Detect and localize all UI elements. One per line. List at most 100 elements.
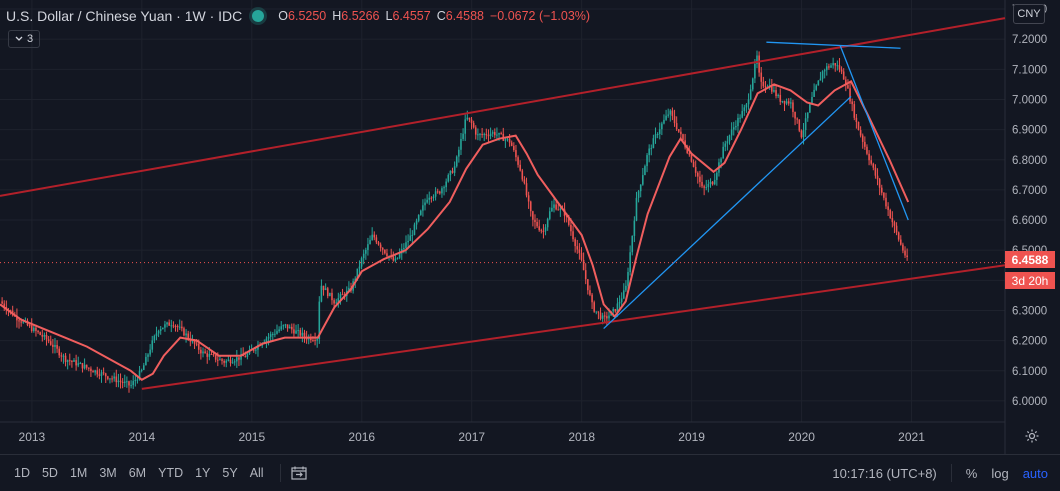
log-scale-button[interactable]: log [991,465,1009,481]
calendar-range-icon[interactable] [290,466,307,480]
range-3m-button[interactable]: 3M [99,466,117,480]
candle-body [722,146,724,159]
candle-body [732,127,735,130]
candle-body [508,138,511,143]
candle-body [231,362,234,364]
candle-body [506,138,509,140]
symbol-title[interactable]: U.S. Dollar / Chinese Yuan · 1W · IDC [6,8,243,24]
candle-body [193,340,196,344]
chevron-down-icon [15,33,23,45]
candle-body [494,132,496,136]
candle-body [98,374,101,376]
candle-body [109,378,111,380]
candle-body [100,372,103,376]
candle-body [39,332,41,335]
range-1y-button[interactable]: 1Y [195,466,211,480]
range-all-button[interactable]: All [249,466,264,480]
candle-body [278,329,280,332]
candle-body [536,222,538,227]
candle-body [760,72,763,82]
candle-body [538,226,541,231]
candle-body [409,235,412,241]
currency-button[interactable]: CNY [1013,4,1045,24]
x-tick-label: 2019 [678,430,705,444]
candle-body [208,354,211,357]
candle-body [392,256,395,261]
candle-body [464,119,466,134]
market-status-icon[interactable] [252,10,265,22]
candle-body [301,332,304,336]
ohlc-close: C6.4588 [436,9,484,23]
percent-scale-button[interactable]: % [965,465,978,481]
candle-body [627,272,629,286]
candle-body [314,340,316,342]
candle-body [595,311,598,313]
candle-body [713,179,716,185]
candle-body [498,132,500,135]
auto-scale-button[interactable]: auto [1022,465,1048,481]
range-1d-button[interactable]: 1D [14,466,30,480]
toolbar-divider [950,464,952,482]
gear-icon[interactable] [1024,428,1040,444]
candle-body [28,325,31,327]
candle-body [802,130,805,138]
range-5d-button[interactable]: 5D [41,466,58,480]
price-chart[interactable]: 2013 2014 2015 2016 2017 2018 2019 2020 2021 6.00… [0,0,1060,454]
candle-body [821,71,824,79]
candle-body [648,148,650,156]
trend-top-line [766,41,901,49]
candle-body [20,321,22,323]
candle-body [904,250,906,256]
candle-body [707,183,710,188]
candle-body [90,368,92,372]
candle-body [37,330,39,333]
candle-body [62,355,65,357]
candle-body [751,78,754,90]
candle-body [187,333,189,339]
candle-body [288,326,291,329]
candle-body [629,252,631,273]
candle-body [202,351,204,354]
y-tick-label: 6.8000 [1012,155,1047,167]
candle-body [845,79,847,86]
chart-legend: U.S. Dollar / Chinese Yuan · 1W · IDC O6… [6,6,596,26]
candle-body [813,89,815,97]
candle-body [449,170,452,175]
candle-body [895,225,898,233]
candle-body [701,181,703,187]
candle-body [532,211,534,220]
candle-body [864,141,866,147]
candle-body [77,363,80,366]
candle-body [405,242,407,249]
candle-body [747,99,750,105]
candle-body [128,381,130,386]
candle-body [785,101,788,104]
range-5y-button[interactable]: 5Y [222,466,238,480]
candle-body [737,117,739,127]
candle-body [94,370,96,373]
candle-body [496,134,498,136]
range-1m-button[interactable]: 1M [69,466,88,480]
candle-body [491,132,494,134]
range-ytd-button[interactable]: YTD [158,466,184,480]
clock-label[interactable]: 10:17:16 (UTC+8) [832,465,937,481]
indicators-toggle-button[interactable]: 3 [8,30,40,48]
candle-body [705,187,708,189]
candle-body [654,134,657,139]
last-price-label: 6.4588 [1005,251,1055,268]
range-6m-button[interactable]: 6M [128,466,147,480]
candle-body [117,380,120,383]
candle-body [872,163,875,168]
candle-body [155,333,158,336]
candle-body [551,207,553,212]
candle-body [379,244,382,248]
candle-body [686,147,689,154]
candle-body [652,138,655,149]
candle-body [373,234,376,238]
candle-body [874,167,877,176]
candle-body [320,285,323,302]
candle-body [56,345,58,349]
candle-body [111,378,113,380]
candle-body [121,381,124,383]
candle-body [396,257,399,259]
